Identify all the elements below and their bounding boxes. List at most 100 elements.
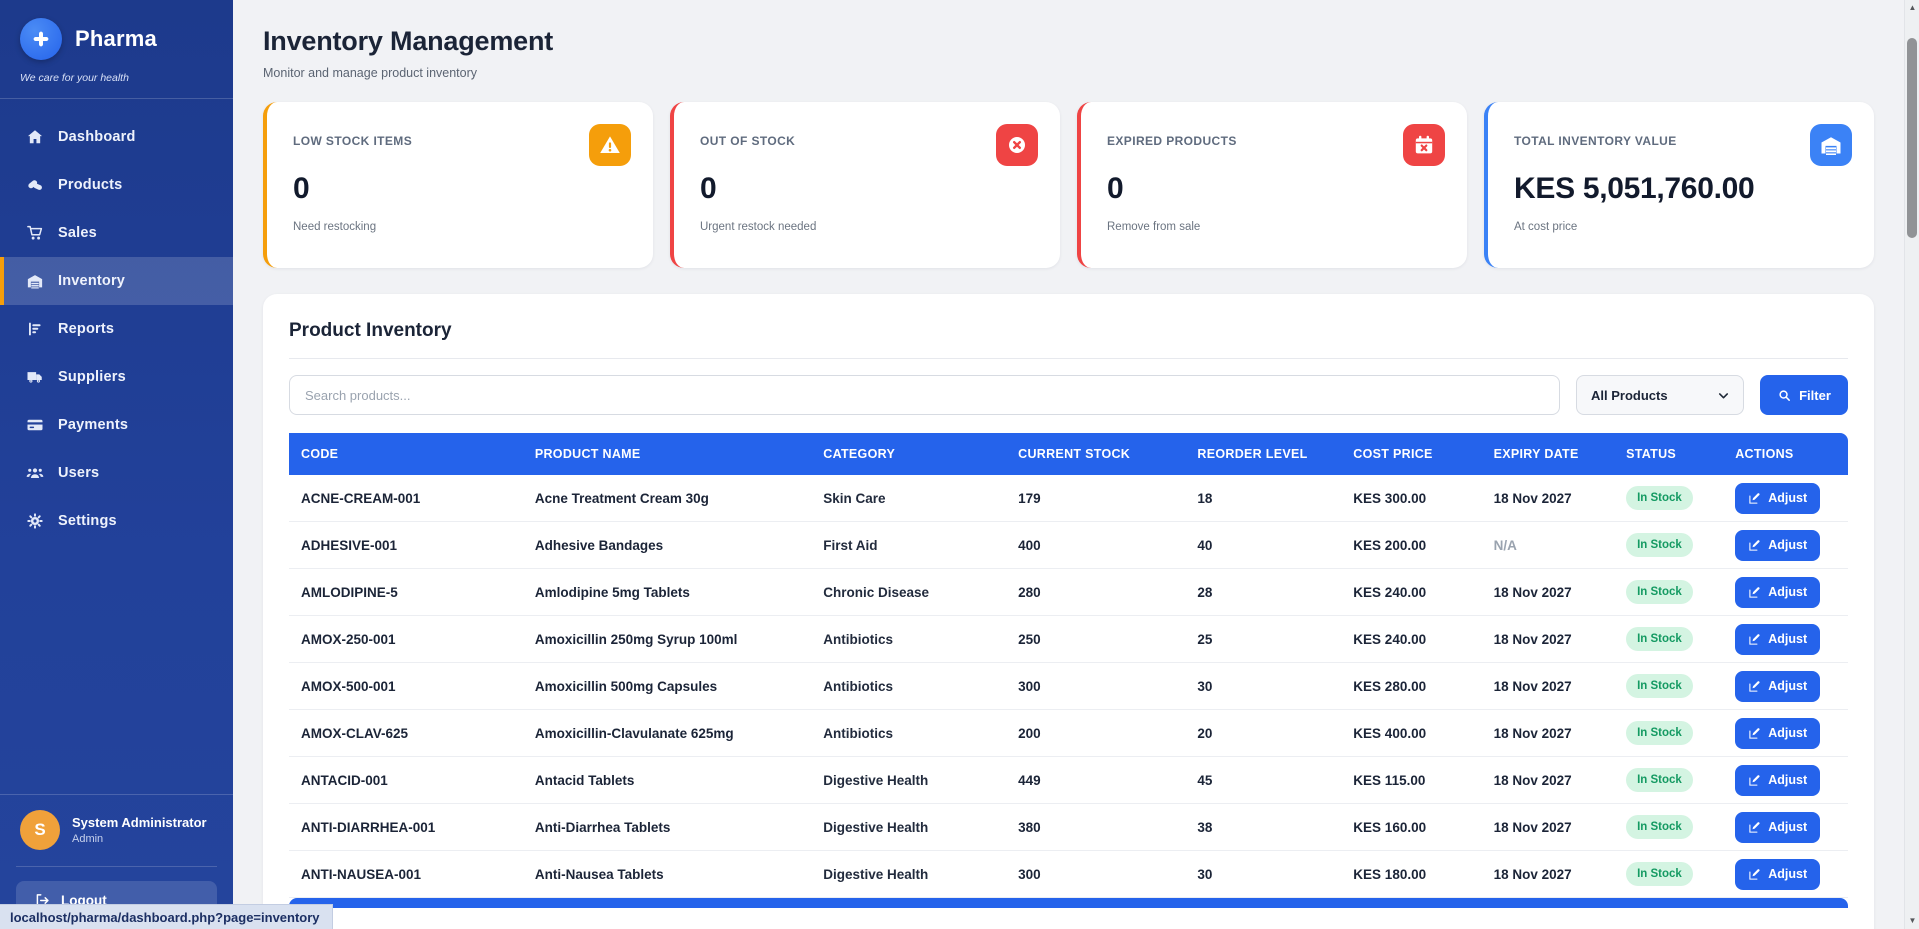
chart-icon	[26, 320, 44, 338]
stat-label: EXPIRED PRODUCTS	[1107, 134, 1237, 148]
user-name: System Administrator	[72, 815, 207, 830]
column-header: REORDER LEVEL	[1197, 447, 1308, 461]
avatar: S	[20, 810, 60, 850]
cell-product-name: Amoxicillin-Clavulanate 625mg	[522, 710, 812, 757]
scrollbar-thumb[interactable]	[1907, 38, 1917, 238]
cell-product-name: Amlodipine 5mg Tablets	[522, 569, 812, 616]
cell-status: In Stock	[1614, 804, 1724, 851]
cell-expiry: 18 Nov 2027	[1481, 757, 1615, 804]
edit-pen-icon	[1748, 821, 1761, 834]
cell-expiry: 18 Nov 2027	[1481, 851, 1615, 898]
adjust-button[interactable]: Adjust	[1735, 811, 1821, 843]
sidebar-item-label: Reports	[58, 321, 115, 337]
column-header: PRODUCT NAME	[534, 447, 641, 461]
cell-reorder-level: 28	[1185, 569, 1342, 616]
sidebar-item-settings[interactable]: Settings	[0, 497, 233, 545]
edit-pen-icon	[1748, 633, 1761, 646]
adjust-button[interactable]: Adjust	[1735, 670, 1821, 702]
cell-status: In Stock	[1614, 710, 1724, 757]
cell-status: In Stock	[1614, 757, 1724, 804]
cell-actions: Adjust	[1723, 475, 1848, 522]
table-row: ANTI-DIARRHEA-001 Anti-Diarrhea Tablets …	[289, 804, 1848, 851]
sidebar-item-label: Users	[58, 465, 100, 481]
adjust-button[interactable]: Adjust	[1735, 623, 1821, 655]
sidebar-item-payments[interactable]: Payments	[0, 401, 233, 449]
sidebar-item-label: Dashboard	[58, 129, 136, 145]
sidebar: Pharma We care for your health Dashboard…	[0, 0, 233, 929]
category-filter-select[interactable]: All Products	[1576, 375, 1744, 415]
status-badge: In Stock	[1626, 721, 1693, 745]
table-controls: All Products Filter	[289, 375, 1848, 415]
search-input[interactable]	[289, 375, 1560, 415]
edit-pen-icon	[1748, 492, 1761, 505]
cell-code: ANTI-NAUSEA-001	[289, 851, 523, 898]
cell-status: In Stock	[1614, 522, 1724, 569]
select-value: All Products	[1591, 387, 1668, 403]
vertical-scrollbar[interactable]: ▲ ▼	[1904, 0, 1919, 929]
column-header: COST PRICE	[1353, 447, 1433, 461]
column-header: CODE	[301, 447, 339, 461]
sidebar-item-label: Payments	[58, 417, 129, 433]
filter-button-label: Filter	[1799, 387, 1831, 403]
cell-code: ANTACID-001	[289, 757, 523, 804]
sidebar-item-suppliers[interactable]: Suppliers	[0, 353, 233, 401]
cell-product-name: Amoxicillin 250mg Syrup 100ml	[522, 616, 812, 663]
column-header: STATUS	[1626, 447, 1677, 461]
table-row: ANTACID-001 Antacid Tablets Digestive He…	[289, 757, 1848, 804]
cell-category: Antibiotics	[811, 616, 1007, 663]
cell-reorder-level: 30	[1185, 663, 1342, 710]
sidebar-item-reports[interactable]: Reports	[0, 305, 233, 353]
brand-name: Pharma	[75, 26, 157, 51]
edit-pen-icon	[1748, 586, 1761, 599]
chevron-down-icon	[1716, 388, 1731, 403]
cell-expiry: 18 Nov 2027	[1481, 804, 1615, 851]
scroll-down-arrow-icon[interactable]: ▼	[1908, 916, 1917, 925]
cell-actions: Adjust	[1723, 851, 1848, 898]
adjust-button-label: Adjust	[1768, 632, 1808, 646]
status-badge: In Stock	[1626, 815, 1693, 839]
gear-icon	[26, 512, 44, 530]
cell-product-name: Anti-Diarrhea Tablets	[522, 804, 812, 851]
cell-category: Digestive Health	[811, 851, 1007, 898]
cell-expiry: 18 Nov 2027	[1481, 475, 1615, 522]
cell-code: ANTI-DIARRHEA-001	[289, 804, 523, 851]
warning-triangle-icon	[589, 124, 631, 166]
cell-reorder-level: 38	[1185, 804, 1342, 851]
scroll-up-arrow-icon[interactable]: ▲	[1908, 3, 1917, 12]
filter-button[interactable]: Filter	[1760, 375, 1848, 415]
sidebar-divider	[0, 98, 233, 99]
stat-label: OUT OF STOCK	[700, 134, 796, 148]
adjust-button[interactable]: Adjust	[1735, 717, 1821, 749]
cell-status: In Stock	[1614, 569, 1724, 616]
cell-actions: Adjust	[1723, 663, 1848, 710]
stat-note: At cost price	[1514, 221, 1578, 233]
sidebar-item-products[interactable]: Products	[0, 161, 233, 209]
panel-divider	[289, 358, 1848, 359]
cell-status: In Stock	[1614, 616, 1724, 663]
inventory-table: CODE PRODUCT NAME CATEGORY CURRENT STOCK REO…	[289, 433, 1848, 898]
panel-title: Product Inventory	[289, 320, 452, 341]
adjust-button[interactable]: Adjust	[1735, 529, 1821, 561]
cell-reorder-level: 18	[1185, 475, 1342, 522]
column-header: EXPIRY DATE	[1493, 447, 1579, 461]
cell-cost-price: KES 240.00	[1341, 616, 1482, 663]
cell-cost-price: KES 300.00	[1341, 475, 1482, 522]
adjust-button[interactable]: Adjust	[1735, 764, 1821, 796]
table-row: ACNE-CREAM-001 Acne Treatment Cream 30g …	[289, 475, 1848, 522]
sidebar-item-users[interactable]: Users	[0, 449, 233, 497]
cell-category: Skin Care	[811, 475, 1007, 522]
adjust-button[interactable]: Adjust	[1735, 858, 1821, 890]
cell-status: In Stock	[1614, 851, 1724, 898]
cell-code: AMLODIPINE-5	[289, 569, 523, 616]
adjust-button-label: Adjust	[1768, 726, 1808, 740]
adjust-button[interactable]: Adjust	[1735, 576, 1821, 608]
cell-category: First Aid	[811, 522, 1007, 569]
sidebar-item-sales[interactable]: Sales	[0, 209, 233, 257]
sidebar-item-inventory[interactable]: Inventory	[0, 257, 233, 305]
cell-reorder-level: 40	[1185, 522, 1342, 569]
adjust-button[interactable]: Adjust	[1735, 482, 1821, 514]
cell-current-stock: 200	[1006, 710, 1186, 757]
cell-category: Digestive Health	[811, 757, 1007, 804]
sidebar-item-dashboard[interactable]: Dashboard	[0, 113, 233, 161]
cell-current-stock: 280	[1006, 569, 1186, 616]
